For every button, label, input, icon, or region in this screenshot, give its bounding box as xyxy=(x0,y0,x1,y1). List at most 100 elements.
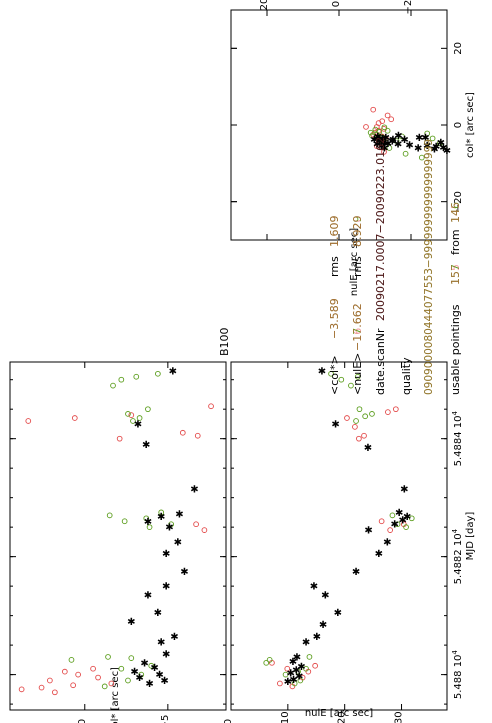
page-title: B100 xyxy=(218,327,231,356)
data-point-star: ✱ xyxy=(140,658,148,669)
data-point-star: ✱ xyxy=(443,146,451,157)
stat-nul-rms-label: rms xyxy=(351,256,364,277)
data-point-star: ✱ xyxy=(403,512,411,523)
data-point-star: ✱ xyxy=(321,590,329,601)
data-point-star: ✱ xyxy=(421,133,429,144)
data-point-circle xyxy=(116,435,123,442)
data-point-star: ✱ xyxy=(319,620,327,631)
series-black-stars: ✱✱✱✱✱✱✱✱✱✱✱✱✱✱✱✱✱✱✱ ✱✱✱✱✱✱✱ xyxy=(284,366,412,688)
data-point-circle xyxy=(361,432,367,439)
data-point-star: ✱ xyxy=(405,140,413,151)
stat-col-label: <col*> xyxy=(328,355,341,395)
stat-col-rms-red: 1.609 xyxy=(328,216,341,248)
stat-quality-label: quality xyxy=(400,357,413,395)
data-point-circle xyxy=(101,683,108,690)
data-point-circle xyxy=(284,665,291,672)
page-title-group: B100 xyxy=(218,327,231,356)
ytick-label: 0 xyxy=(331,1,342,7)
data-point-star: ✱ xyxy=(382,133,390,144)
data-point-circle xyxy=(90,665,96,672)
data-point-star: ✱ xyxy=(331,419,339,430)
ylabel: nulE [arc sec] xyxy=(305,708,373,719)
data-point-circle xyxy=(303,665,309,672)
series-black-stars: ✱✱✱✱✱✱✱✱✱✱✱✱✱✱✱✱✱✱✱✱✱✱✱✱✱ xyxy=(127,366,199,690)
stat-scan-label: date.scanNr xyxy=(374,328,387,395)
data-point-star: ✱ xyxy=(127,617,135,628)
data-point-circle xyxy=(367,129,374,136)
data-point-circle xyxy=(369,411,375,417)
data-point-circle xyxy=(277,680,283,687)
data-point-star: ✱ xyxy=(130,667,138,678)
stat-pointings-total-red: 145 xyxy=(449,202,462,223)
series-black-stars: ✱✱✱✱✱✱✱✱✱✱✱✱✱✱✱✱✱✱✱✱✱✱✱✱✱ xyxy=(370,131,451,157)
data-point-circle xyxy=(125,411,131,417)
data-point-circle xyxy=(295,668,301,675)
ytick-label: 20 xyxy=(259,0,270,10)
data-point-circle xyxy=(297,677,304,684)
series-5c9e1e xyxy=(367,124,443,161)
stat-col-mean-green: −3.589 xyxy=(328,298,341,339)
data-point-circle xyxy=(362,413,368,420)
data-point-circle xyxy=(382,135,389,142)
data-point-star: ✱ xyxy=(388,137,396,148)
ytick-label: −5 xyxy=(160,715,171,723)
data-point-circle xyxy=(71,415,78,421)
data-point-circle xyxy=(108,680,115,687)
data-point-circle xyxy=(145,406,151,413)
data-point-star: ✱ xyxy=(135,673,143,684)
ylabel: nulE [arc sec] xyxy=(349,228,360,296)
stat-quality-value-line: 0909000080444077553−999999999999999999 0… xyxy=(423,139,435,395)
data-point-star: ✱ xyxy=(398,516,406,527)
data-point-circle xyxy=(369,132,375,139)
data-point-star: ✱ xyxy=(374,132,382,143)
data-point-star: ✱ xyxy=(370,135,378,146)
ytick-label: −20 xyxy=(403,0,414,15)
data-point-circle xyxy=(75,671,81,678)
series-e34a4a xyxy=(18,403,214,696)
data-point-star: ✱ xyxy=(150,663,158,674)
ytick-label: 0 xyxy=(77,719,88,723)
data-point-circle xyxy=(95,674,101,681)
frame-nul-vs-mjd xyxy=(230,361,448,711)
data-point-circle xyxy=(394,521,401,528)
stat-col-line: <col*> −3.589 −3.589 rms 1.609 1.609 xyxy=(328,216,341,396)
data-point-star: ✱ xyxy=(165,523,173,534)
data-point-circle xyxy=(403,524,409,531)
data-point-star: ✱ xyxy=(437,138,445,149)
data-point-star: ✱ xyxy=(162,649,170,660)
data-point-star: ✱ xyxy=(430,145,438,156)
data-point-circle xyxy=(70,682,76,689)
stat-scan-line: date.scanNr 20090217.0007−20090223.0162 … xyxy=(374,137,387,395)
stat-pointings-label: usable pointings xyxy=(449,304,462,395)
data-point-circle xyxy=(387,527,394,533)
data-point-star: ✱ xyxy=(389,135,397,146)
data-point-circle xyxy=(143,515,150,522)
data-point-star: ✱ xyxy=(364,443,372,454)
xtick-label: 0 xyxy=(453,122,464,128)
data-point-star: ✱ xyxy=(375,549,383,560)
stat-nul-rms-green: 8.929 xyxy=(351,216,364,248)
data-point-circle xyxy=(47,677,53,684)
stat-nul-mean-red: −16.662 xyxy=(351,303,364,351)
stat-nul-rms-red: 8.920 xyxy=(351,216,364,248)
data-point-circle xyxy=(125,677,131,684)
data-point-circle xyxy=(352,424,358,430)
xtick-label: 5.4884 104 xyxy=(451,410,464,466)
data-point-circle xyxy=(158,509,165,516)
data-point-star: ✱ xyxy=(432,142,440,153)
data-point-circle xyxy=(392,406,399,413)
data-point-circle xyxy=(291,680,298,687)
data-point-star: ✱ xyxy=(170,632,178,643)
ylabel: col* [arc sec] xyxy=(110,667,121,723)
data-point-circle xyxy=(18,686,25,693)
data-point-circle xyxy=(312,662,318,669)
data-point-circle xyxy=(370,106,377,113)
stat-nul-mean-green: −17.662 xyxy=(351,303,364,351)
data-point-star: ✱ xyxy=(318,366,326,377)
data-point-star: ✱ xyxy=(394,139,402,150)
data-point-star: ✱ xyxy=(373,140,381,151)
data-point-star: ✱ xyxy=(297,662,305,673)
stat-nul-label: <nulE> xyxy=(351,353,364,395)
xlabel: col* [arc sec] xyxy=(465,92,476,158)
